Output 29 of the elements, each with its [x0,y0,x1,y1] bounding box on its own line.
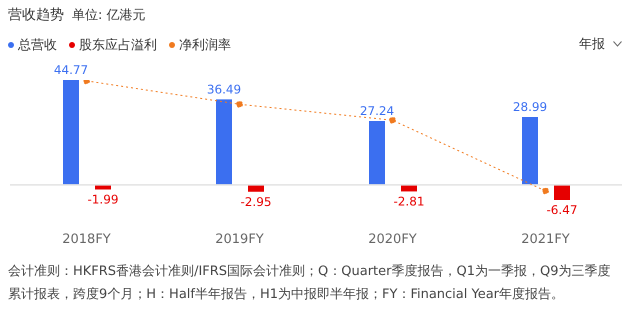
point [542,187,549,194]
legend-label: 股东应占溢利 [78,37,157,54]
bar [216,99,232,185]
bar [554,184,570,200]
data-label: 28.99 [512,100,548,114]
bar [248,184,264,192]
point [236,100,243,108]
text: 会计准则：HKFRS香港会计准则/IFRS国际会计准则；Q：Quarter季度报告，Q1为一季报，Q9为三季度累计报表，跨度9个月；H：Half半年报告，H1为中报即半年报；FY：Financial Year年度报告。 [8,263,612,304]
data-label: 36.49 [206,82,242,96]
x-tick-label: 2020FY [368,232,417,248]
legend-label: 总营收 [17,37,57,54]
bar [522,116,538,185]
bar [369,121,385,185]
chart-title: 营收趋势 [8,7,64,23]
bar [63,80,79,185]
x-tick-label: 2019FY [215,232,264,248]
data-label: -2.81 [393,194,425,208]
bar [401,184,417,192]
data-label: -2.95 [240,194,272,209]
x-tick-label: 2021FY [521,232,570,248]
data-label: -6.47 [546,203,578,217]
data-label: 44.77 [54,63,88,77]
text: 年报 [579,36,605,53]
point [389,116,396,124]
data-label: 27.24 [360,104,394,118]
legend-label: 净利润率 [178,37,231,54]
x-tick-label: 2018FY [62,232,111,248]
chart-subtitle: 单位: 亿港元 [72,8,146,23]
data-label: -1.99 [87,192,119,207]
